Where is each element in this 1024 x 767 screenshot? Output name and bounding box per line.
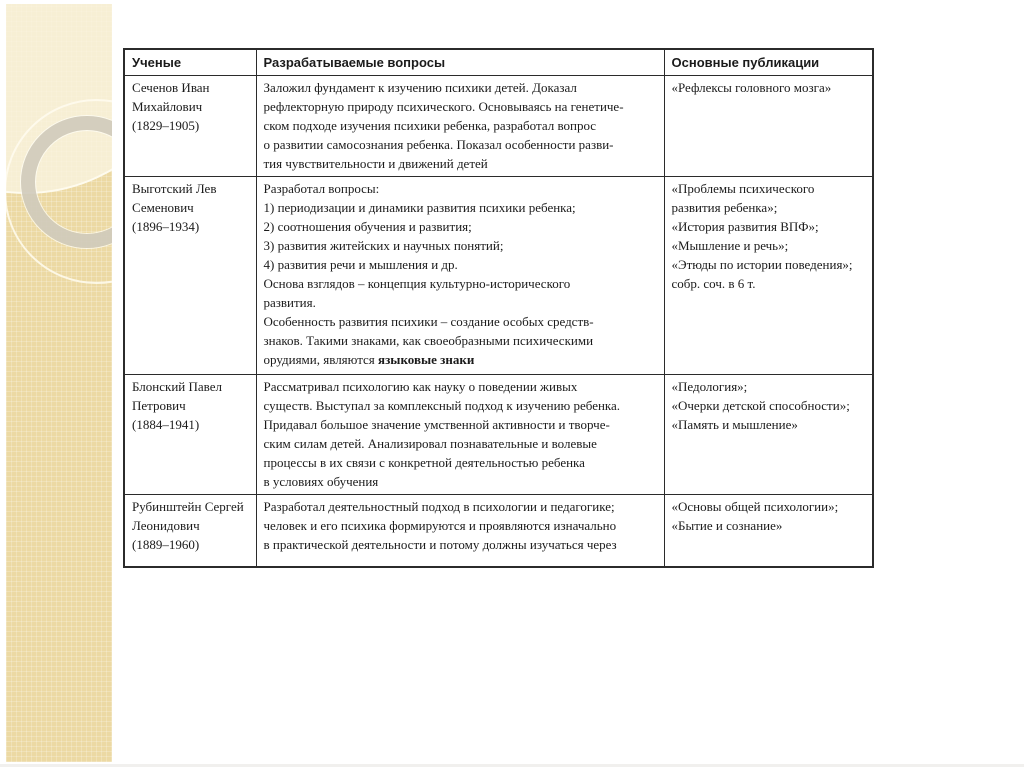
questions-tail-prefix: орудиями, являются xyxy=(263,352,379,367)
slide-bottom-edge xyxy=(0,764,1024,767)
table-row: Сеченов Иван Михайлович (1829–1905) Зало… xyxy=(123,75,874,177)
publications-text: «Проблемы психического развития ребенка»… xyxy=(671,181,853,291)
publications-text: «Педология»; «Очерки детской способности… xyxy=(671,379,850,432)
table-row: Рубинштейн Сергей Леонидович (1889–1960)… xyxy=(123,494,874,567)
header-questions: Разрабатываемые вопросы xyxy=(255,48,665,76)
questions-text: Рассматривал психологию как науку о пове… xyxy=(263,379,621,489)
publications-cell: «Педология»; «Очерки детской способности… xyxy=(663,374,874,495)
table-row: Выготский Лев Семенович (1896–1934) Разр… xyxy=(123,176,874,375)
table-row: Блонский Павел Петрович (1884–1941) Расс… xyxy=(123,374,874,495)
decorative-side-band xyxy=(6,4,112,762)
publications-text: «Основы общей психологии»; «Бытие и созн… xyxy=(671,499,839,533)
questions-tail-bold: языковые знаки xyxy=(378,352,475,367)
questions-text: Заложил фундамент к изучению психики дет… xyxy=(263,80,624,171)
header-scientists: Ученые xyxy=(123,48,257,76)
publications-cell: «Проблемы психического развития ребенка»… xyxy=(663,176,874,375)
questions-cell: Рассматривал психологию как науку о пове… xyxy=(255,374,665,495)
header-publications: Основные публикации xyxy=(663,48,874,76)
questions-text: Разработал деятельностный подход в психо… xyxy=(263,499,617,552)
publications-text: «Рефлексы головного мозга» xyxy=(671,80,832,95)
scientist-cell: Выготский Лев Семенович (1896–1934) xyxy=(123,176,257,375)
scientist-cell: Рубинштейн Сергей Леонидович (1889–1960) xyxy=(123,494,257,567)
scientist-cell: Сеченов Иван Михайлович (1829–1905) xyxy=(123,75,257,177)
scientist-name: Блонский Павел Петрович (1884–1941) xyxy=(132,379,222,432)
questions-cell: Разработал деятельностный подход в психо… xyxy=(255,494,665,567)
questions-last-line: орудиями, являются языковые знаки xyxy=(264,350,658,369)
table-header-row: Ученые Разрабатываемые вопросы Основные … xyxy=(123,48,874,76)
questions-text: Разработал вопросы: 1) периодизации и ди… xyxy=(263,181,594,348)
scientist-name: Сеченов Иван Михайлович (1829–1905) xyxy=(132,80,210,133)
scientist-name: Рубинштейн Сергей Леонидович (1889–1960) xyxy=(132,499,244,552)
psychologists-table: Ученые Разрабатываемые вопросы Основные … xyxy=(123,48,874,568)
questions-cell: Заложил фундамент к изучению психики дет… xyxy=(255,75,665,177)
publications-cell: «Рефлексы головного мозга» xyxy=(663,75,874,177)
scientist-cell: Блонский Павел Петрович (1884–1941) xyxy=(123,374,257,495)
publications-cell: «Основы общей психологии»; «Бытие и созн… xyxy=(663,494,874,567)
scientist-name: Выготский Лев Семенович (1896–1934) xyxy=(132,181,217,234)
questions-cell: Разработал вопросы: 1) периодизации и ди… xyxy=(255,176,665,375)
psychologists-table-wrap: Ученые Разрабатываемые вопросы Основные … xyxy=(123,48,874,568)
